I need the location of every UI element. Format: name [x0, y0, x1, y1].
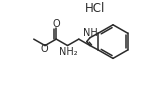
- Text: NH₂: NH₂: [59, 47, 78, 57]
- Text: NH: NH: [83, 28, 97, 38]
- Text: O: O: [52, 19, 60, 29]
- Text: O: O: [40, 43, 48, 54]
- Text: HCl: HCl: [85, 1, 105, 15]
